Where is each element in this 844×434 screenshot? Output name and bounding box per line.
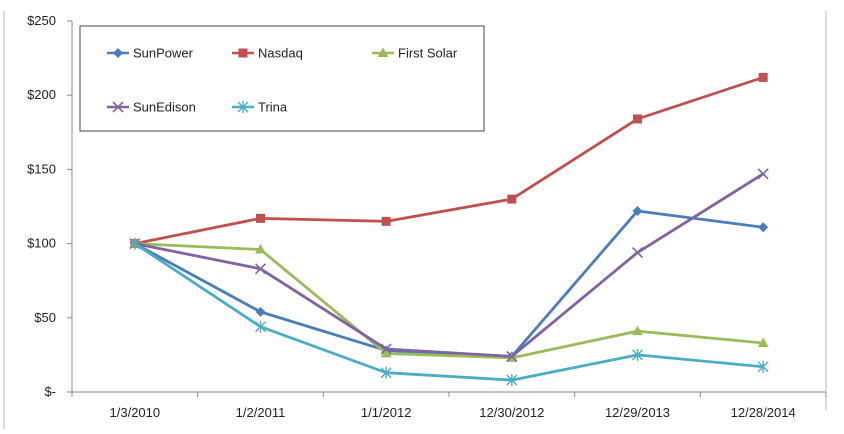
x-tick-label: 12/30/2012	[479, 405, 544, 420]
series-lines	[129, 72, 769, 387]
y-tick-label: $250	[27, 13, 56, 28]
data-point-sunedison	[380, 343, 392, 355]
data-point-sunpower	[758, 222, 769, 233]
legend-marker	[377, 47, 389, 57]
data-point-sunpower	[255, 306, 266, 317]
y-tick-label: $-	[44, 384, 56, 399]
series-line-nasdaq	[134, 76, 764, 245]
data-point-trina	[632, 348, 643, 361]
data-point-trina	[255, 320, 266, 333]
legend-label: First Solar	[398, 46, 458, 61]
legend-label: Nasdaq	[258, 46, 303, 61]
x-tick-label: 1/1/2012	[361, 405, 412, 420]
data-point-sunpower	[632, 205, 643, 216]
legend-marker	[113, 48, 123, 58]
y-tick-label: $150	[27, 161, 56, 176]
series-trina	[129, 237, 769, 387]
legend-item-first-solar: First Solar	[372, 46, 458, 61]
data-point-trina	[380, 366, 392, 379]
legend-marker	[237, 101, 249, 113]
data-point-nasdaq	[507, 194, 517, 204]
data-point-sunedison	[631, 246, 644, 259]
legend: SunPower Nasdaq First Solar SunEdison Trina	[79, 25, 485, 132]
data-point-first-solar	[380, 347, 392, 358]
legend-label: SunPower	[133, 46, 194, 61]
data-point-sunedison	[254, 263, 267, 275]
series-line-first-solar	[134, 242, 764, 360]
legend-item-nasdaq: Nasdaq	[232, 46, 303, 61]
legend-item-trina: Trina	[232, 100, 288, 115]
data-point-first-solar	[757, 337, 769, 348]
data-point-nasdaq	[758, 72, 768, 82]
data-point-trina	[506, 374, 518, 387]
data-point-trina	[129, 237, 141, 250]
y-tick-label: $50	[34, 310, 56, 325]
data-point-first-solar	[632, 325, 643, 336]
data-point-first-solar	[255, 244, 266, 254]
legend-marker	[238, 48, 248, 58]
x-tick-label: 1/2/2011	[236, 405, 286, 420]
legend-box	[79, 25, 485, 132]
data-point-sunedison	[506, 350, 518, 362]
series-line-sunedison	[134, 172, 764, 358]
data-point-nasdaq	[633, 114, 642, 124]
data-point-nasdaq	[381, 216, 391, 226]
axes: $- $50 $100 $150 $200 $250 1/3/2010 1/2/2011 1/1…	[3, 11, 827, 429]
legend-item-sunedison: SunEdison	[107, 100, 196, 115]
legend-label: Trina	[258, 100, 288, 115]
x-tick-label: 12/29/2013	[605, 405, 670, 420]
data-point-trina	[757, 360, 769, 373]
legend-marker	[112, 101, 124, 113]
y-tick-label: $100	[27, 236, 56, 251]
x-tick-label: 12/28/2014	[731, 405, 796, 420]
data-point-sunedison	[757, 168, 769, 180]
series-line-trina	[134, 242, 764, 382]
data-point-nasdaq	[256, 213, 265, 223]
legend-label: SunEdison	[133, 100, 196, 115]
y-tick-label: $200	[27, 87, 56, 102]
x-tick-label: 1/3/2010	[110, 405, 161, 420]
legend-item-sunpower: SunPower	[107, 46, 194, 61]
